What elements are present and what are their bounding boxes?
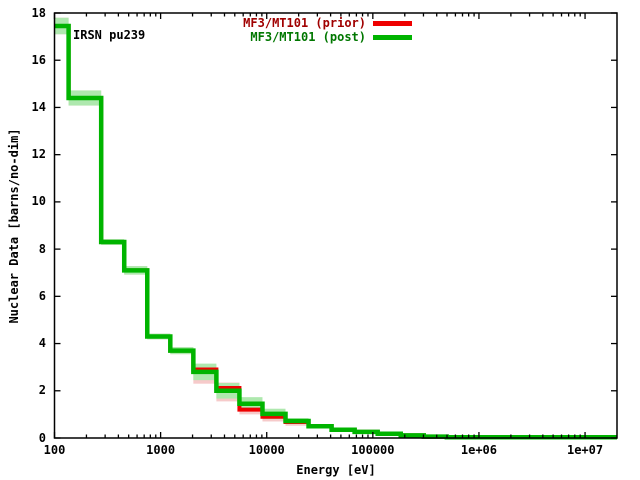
x-tick-label: 100000 bbox=[351, 443, 395, 457]
y-tick-label: 14 bbox=[31, 99, 46, 114]
y-tick-label: 12 bbox=[31, 147, 46, 162]
legend-label: MF3/MT101 (post) bbox=[250, 29, 366, 44]
y-tick-label: 6 bbox=[38, 288, 46, 303]
prior-step-line bbox=[54, 23, 617, 440]
legend-entry: MF3/MT101 (prior) bbox=[243, 16, 412, 30]
legend: MF3/MT101 (prior) MF3/MT101 (post) bbox=[243, 16, 412, 44]
post-step-line bbox=[54, 23, 617, 440]
legend-entry: MF3/MT101 (post) bbox=[243, 30, 412, 44]
y-tick-label: 8 bbox=[38, 241, 46, 256]
x-tick-label: 1e+06 bbox=[460, 443, 497, 457]
plot-border bbox=[53, 12, 618, 439]
y-tick-label: 0 bbox=[38, 430, 46, 445]
x-tick-label: 100 bbox=[43, 443, 66, 457]
y-tick-label: 4 bbox=[38, 336, 46, 351]
y-tick-label: 2 bbox=[38, 383, 46, 398]
legend-label: MF3/MT101 (prior) bbox=[243, 15, 366, 30]
y-tick-label: 18 bbox=[31, 5, 46, 20]
x-tick-label: 10000 bbox=[248, 443, 285, 457]
legend-line-sample bbox=[373, 34, 412, 40]
x-axis-title: Energy [eV] bbox=[296, 463, 376, 477]
x-tick-label: 1e+07 bbox=[566, 443, 604, 457]
y-tick-label: 10 bbox=[31, 194, 46, 209]
dataset-label: IRSN pu239 bbox=[73, 28, 146, 42]
x-tick-label: 1000 bbox=[146, 443, 176, 457]
y-tick-label: 16 bbox=[31, 52, 46, 67]
legend-line-sample bbox=[373, 20, 412, 26]
